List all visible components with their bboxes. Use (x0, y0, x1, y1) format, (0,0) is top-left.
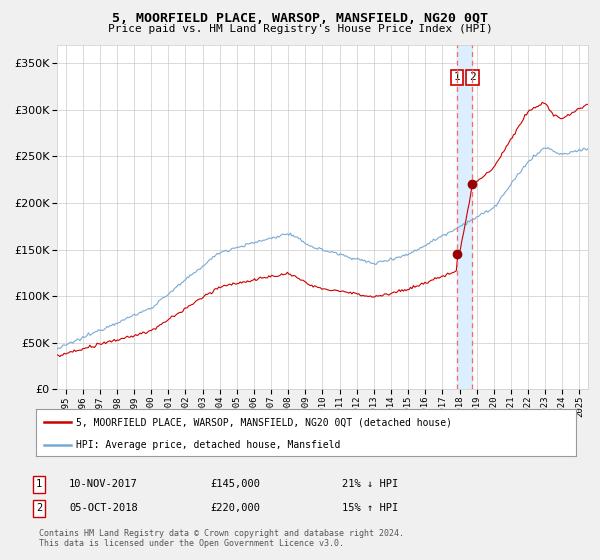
Text: £220,000: £220,000 (210, 503, 260, 514)
Text: 1: 1 (454, 72, 461, 82)
Text: 1: 1 (36, 479, 42, 489)
Text: 10-NOV-2017: 10-NOV-2017 (69, 479, 138, 489)
Text: 5, MOORFIELD PLACE, WARSOP, MANSFIELD, NG20 0QT (detached house): 5, MOORFIELD PLACE, WARSOP, MANSFIELD, N… (77, 417, 452, 427)
Text: 5, MOORFIELD PLACE, WARSOP, MANSFIELD, NG20 0QT: 5, MOORFIELD PLACE, WARSOP, MANSFIELD, N… (112, 12, 488, 25)
Text: HPI: Average price, detached house, Mansfield: HPI: Average price, detached house, Mans… (77, 440, 341, 450)
Text: 2: 2 (469, 72, 476, 82)
Text: Contains HM Land Registry data © Crown copyright and database right 2024.
This d: Contains HM Land Registry data © Crown c… (39, 529, 404, 548)
Text: 15% ↑ HPI: 15% ↑ HPI (342, 503, 398, 514)
Text: Price paid vs. HM Land Registry's House Price Index (HPI): Price paid vs. HM Land Registry's House … (107, 24, 493, 34)
Text: 2: 2 (36, 503, 42, 514)
Text: 21% ↓ HPI: 21% ↓ HPI (342, 479, 398, 489)
Text: 05-OCT-2018: 05-OCT-2018 (69, 503, 138, 514)
Bar (457, 45, 472, 389)
Text: £145,000: £145,000 (210, 479, 260, 489)
